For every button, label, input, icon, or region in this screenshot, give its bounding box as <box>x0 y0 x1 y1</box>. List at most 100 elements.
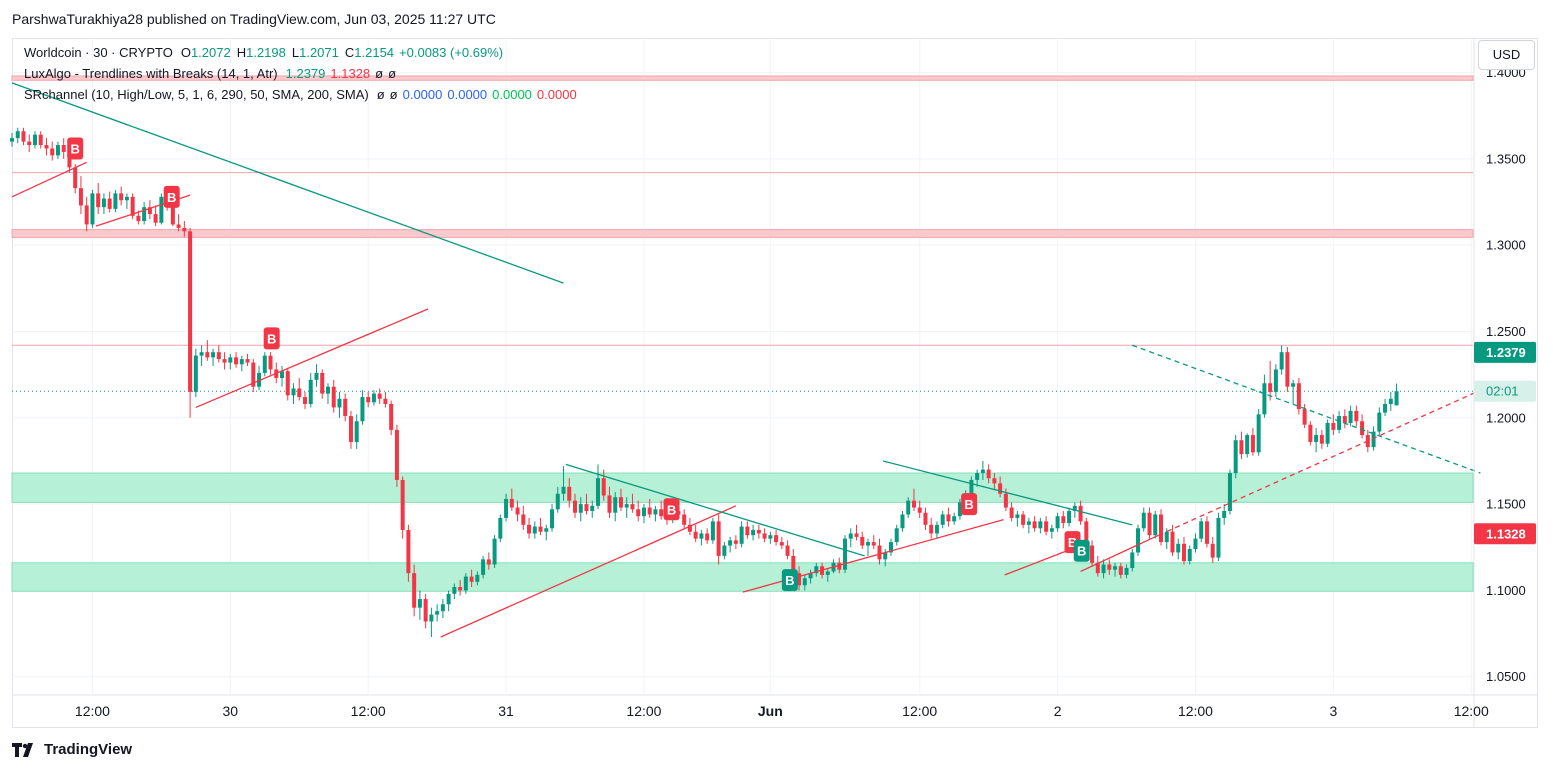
candle-body <box>27 141 32 146</box>
candle-body <box>188 231 193 392</box>
legend-high-value: 1.2198 <box>246 45 286 60</box>
candle-body <box>888 542 893 553</box>
candle-body <box>1319 435 1324 444</box>
candle-body <box>262 355 267 373</box>
candle-body <box>946 514 951 522</box>
signal-marker <box>961 493 978 516</box>
candle-body <box>1193 538 1198 549</box>
chart-frame[interactable] <box>12 38 1538 728</box>
signal-marker <box>163 185 180 208</box>
y-tick-label: 1.2000 <box>1486 410 1526 425</box>
price-axis[interactable]: 1.40001.35001.30001.25001.20001.15001.10… <box>1473 38 1526 728</box>
candle-body <box>10 138 14 142</box>
candle-body <box>101 198 106 208</box>
signal-label: B <box>267 331 276 346</box>
candle-body <box>21 131 26 142</box>
candle-body <box>481 559 486 575</box>
x-tick-label: 12:00 <box>351 703 386 719</box>
signal-marker <box>1073 539 1090 562</box>
candle-body <box>257 372 262 387</box>
candle-body <box>153 214 158 223</box>
x-tick-label: 2 <box>1054 703 1062 719</box>
candle-body <box>762 533 767 539</box>
candle-body <box>400 479 405 530</box>
time-axis[interactable]: 12:00 30 12:00 31 12:00 Jun 12:00 2 12:00 3 12:00 <box>12 694 1538 719</box>
candle-body <box>1084 521 1089 546</box>
price-label-text: 1.1328 <box>1486 526 1526 541</box>
candle-body <box>900 514 905 529</box>
candle-body <box>343 398 348 417</box>
price-label-box <box>1474 341 1536 363</box>
candle-body <box>509 498 514 508</box>
candle-body <box>61 145 66 152</box>
candle-body <box>1308 424 1313 442</box>
legend-srchannel[interactable]: SRchannel (10, High/Low, 5, 1, 6, 290, 5… <box>24 87 582 102</box>
candle-body <box>55 145 60 156</box>
candle-body <box>371 393 376 403</box>
y-tick-label: 1.3000 <box>1486 238 1526 253</box>
legend-symbol[interactable]: Worldcoin · 30 · CRYPTO O1.2072 H1.2198 L1.… <box>24 45 508 60</box>
candle-body <box>693 531 698 539</box>
candle-body <box>383 398 388 404</box>
candle-body <box>1360 421 1365 436</box>
candle-body <box>877 545 882 560</box>
legend-close-label: C <box>344 45 355 60</box>
signal-label: B <box>1068 535 1077 550</box>
candle-body <box>687 524 692 532</box>
luxalgo-value-lower: 1.1328 <box>330 66 371 81</box>
candle-body <box>463 576 468 591</box>
trendline <box>565 463 865 557</box>
candle-body <box>15 131 20 139</box>
y-tick-label: 1.1000 <box>1486 583 1526 598</box>
y-tick-label: 1.1500 <box>1486 497 1526 512</box>
candle-body <box>458 586 463 591</box>
candle-body <box>969 479 974 494</box>
candle-body <box>1078 505 1083 522</box>
candle-body <box>1176 543 1181 553</box>
sr-lines <box>12 172 1473 392</box>
candle-body <box>871 542 876 546</box>
candle-body <box>96 193 101 208</box>
y-tick-label: 1.2500 <box>1486 324 1526 339</box>
x-tick-label: 12:00 <box>1454 703 1489 719</box>
candle-body <box>538 526 543 532</box>
candle-body <box>934 524 939 534</box>
candle-body <box>883 552 888 560</box>
candle-body <box>1038 521 1043 529</box>
candle-body <box>1371 431 1376 448</box>
candle-body <box>182 227 187 232</box>
srchannel-value-4: 0.0000 <box>447 87 488 102</box>
candle-body <box>325 386 330 394</box>
candle-body <box>917 507 922 513</box>
candle-body <box>1159 514 1163 543</box>
trendline <box>882 460 1133 526</box>
price-label-box <box>1474 523 1536 545</box>
legend-luxalgo[interactable]: LuxAlgo - Trendlines with Breaks (14, 1,… <box>24 66 401 81</box>
candle-body <box>1130 552 1135 568</box>
candle-body <box>498 517 503 539</box>
resistance-zone <box>11 229 1474 238</box>
candle-body <box>1354 410 1359 422</box>
legend-open-label: O <box>180 45 191 60</box>
candle-body <box>211 352 216 358</box>
candle-body <box>1118 566 1123 575</box>
currency-button[interactable]: USD <box>1478 40 1535 70</box>
candle-body <box>1337 416 1342 430</box>
candle-body <box>170 207 175 225</box>
candle-body <box>1325 422 1330 444</box>
candle-body <box>641 507 646 517</box>
candle-body <box>728 540 733 546</box>
tradingview-footer[interactable]: TradingView <box>12 741 132 758</box>
candle-body <box>986 469 991 479</box>
candle-body <box>1268 383 1273 392</box>
candle-body <box>998 483 1003 494</box>
srchannel-value-2: ø <box>389 87 398 102</box>
candle-body <box>245 359 250 363</box>
candles <box>10 127 1399 638</box>
luxalgo-value-upper: 1.2379 <box>285 66 326 81</box>
candle-body <box>1141 512 1146 529</box>
signal-label: B <box>167 190 176 205</box>
candle-body <box>32 134 37 146</box>
candle-body <box>142 207 147 221</box>
